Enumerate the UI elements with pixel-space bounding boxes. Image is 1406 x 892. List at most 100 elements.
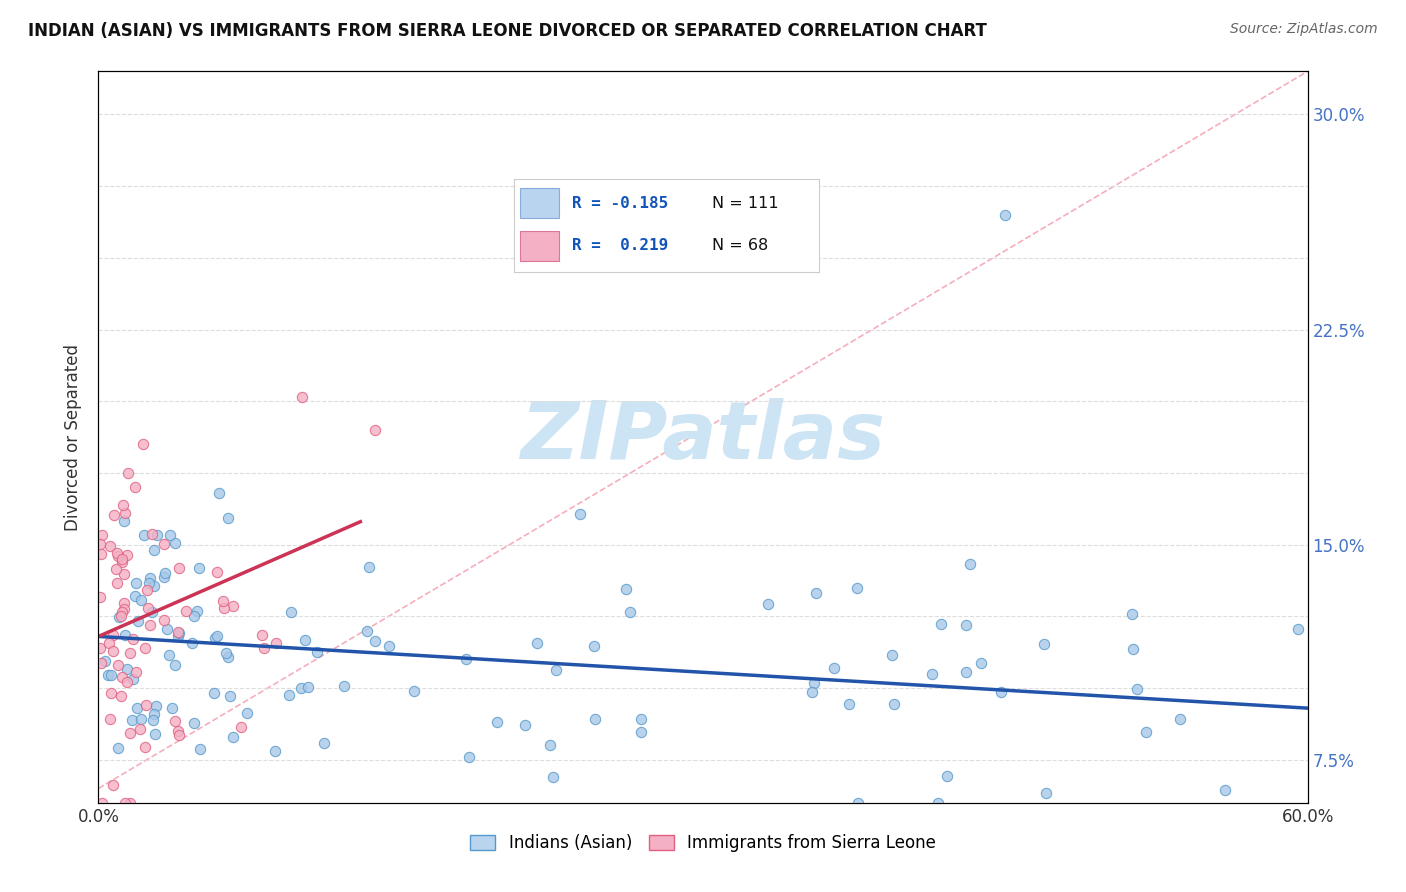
- Point: [165, 714, 187, 729]
- FancyBboxPatch shape: [520, 188, 560, 219]
- Point: [166, 629, 188, 643]
- Point: [167, 724, 190, 739]
- Point: [167, 624, 190, 639]
- Point: [297, 680, 319, 694]
- Point: [526, 636, 548, 650]
- Point: [456, 651, 478, 665]
- Point: [187, 561, 209, 575]
- Point: [105, 562, 128, 576]
- Point: [125, 701, 148, 715]
- Point: [936, 769, 959, 783]
- Point: [89, 537, 111, 551]
- Point: [1170, 712, 1192, 726]
- Point: [138, 571, 160, 585]
- Point: [141, 527, 163, 541]
- Point: [994, 208, 1017, 222]
- Point: [630, 712, 652, 726]
- Point: [100, 686, 122, 700]
- Point: [136, 600, 159, 615]
- Point: [541, 770, 564, 784]
- Point: [252, 628, 274, 642]
- Point: [215, 646, 238, 660]
- Point: [153, 614, 176, 628]
- Point: [142, 579, 165, 593]
- Point: [112, 566, 135, 581]
- Point: [111, 552, 134, 566]
- Legend: Indians (Asian), Immigrants from Sierra Leone: Indians (Asian), Immigrants from Sierra …: [463, 826, 943, 860]
- Point: [614, 582, 637, 596]
- Point: [990, 685, 1012, 699]
- Point: [134, 640, 156, 655]
- Point: [253, 640, 276, 655]
- Point: [143, 542, 166, 557]
- Point: [176, 604, 198, 618]
- Text: INDIAN (ASIAN) VS IMMIGRANTS FROM SIERRA LEONE DIVORCED OR SEPARATED CORRELATION: INDIAN (ASIAN) VS IMMIGRANTS FROM SIERRA…: [28, 22, 987, 40]
- Point: [135, 698, 157, 713]
- Point: [143, 707, 166, 722]
- Point: [845, 581, 868, 595]
- Point: [124, 480, 146, 494]
- Point: [157, 648, 180, 663]
- Point: [959, 558, 981, 572]
- Point: [838, 697, 860, 711]
- Point: [803, 676, 825, 690]
- Point: [212, 601, 235, 615]
- Point: [101, 778, 124, 792]
- Point: [141, 605, 163, 619]
- Point: [404, 684, 426, 698]
- Point: [202, 686, 225, 700]
- Point: [364, 423, 387, 437]
- Point: [806, 586, 828, 600]
- Point: [107, 610, 129, 624]
- Point: [159, 527, 181, 541]
- Point: [153, 570, 176, 584]
- Point: [264, 635, 287, 649]
- Point: [117, 466, 139, 480]
- Point: [107, 741, 129, 756]
- Point: [143, 726, 166, 740]
- Point: [515, 718, 537, 732]
- Text: N = 111: N = 111: [711, 195, 779, 211]
- Point: [153, 566, 176, 580]
- Point: [1126, 681, 1149, 696]
- Point: [801, 684, 824, 698]
- Point: [138, 575, 160, 590]
- Point: [955, 618, 977, 632]
- Text: R =  0.219: R = 0.219: [571, 238, 668, 253]
- Point: [219, 689, 242, 703]
- Point: [333, 679, 356, 693]
- Point: [568, 507, 591, 521]
- Point: [357, 560, 380, 574]
- Point: [145, 528, 167, 542]
- Point: [538, 739, 561, 753]
- Point: [112, 514, 135, 528]
- Point: [107, 549, 129, 564]
- Point: [114, 796, 136, 810]
- Point: [186, 604, 208, 618]
- Point: [118, 725, 141, 739]
- Point: [619, 605, 641, 619]
- Point: [110, 609, 132, 624]
- Point: [105, 546, 128, 560]
- Point: [136, 582, 159, 597]
- Point: [110, 689, 132, 703]
- Point: [969, 656, 991, 670]
- Point: [115, 549, 138, 563]
- Point: [485, 714, 508, 729]
- Point: [217, 650, 239, 665]
- Point: [167, 560, 190, 574]
- Point: [167, 626, 190, 640]
- Point: [142, 713, 165, 727]
- Point: [132, 437, 155, 451]
- Point: [955, 665, 977, 679]
- Point: [115, 675, 138, 690]
- Point: [162, 701, 184, 715]
- Point: [756, 597, 779, 611]
- Point: [112, 596, 135, 610]
- Y-axis label: Divorced or Separated: Divorced or Separated: [65, 343, 83, 531]
- Point: [111, 555, 134, 569]
- Point: [364, 634, 387, 648]
- Point: [846, 796, 869, 810]
- Point: [927, 796, 949, 810]
- FancyBboxPatch shape: [520, 231, 560, 260]
